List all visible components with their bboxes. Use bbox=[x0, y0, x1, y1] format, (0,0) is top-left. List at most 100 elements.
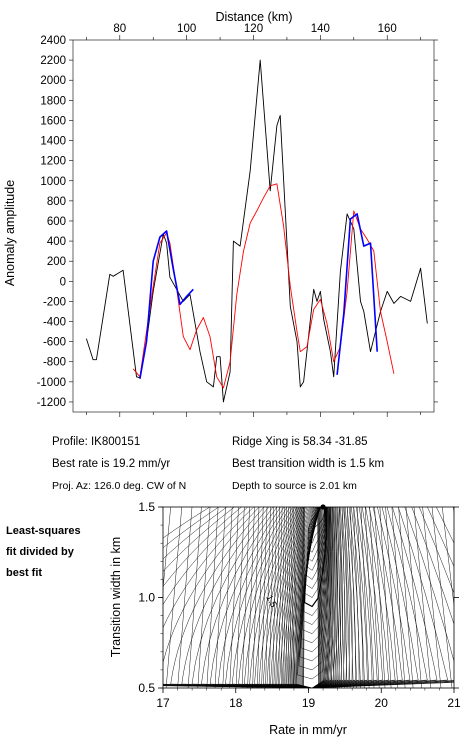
contour-line bbox=[163, 507, 454, 688]
x-tick-label: 21 bbox=[447, 696, 461, 710]
y-tick-label: 1800 bbox=[40, 95, 66, 107]
contour-line bbox=[163, 507, 448, 688]
x-tick-label: 20 bbox=[375, 696, 389, 710]
contour-line bbox=[364, 507, 375, 688]
contour-line bbox=[273, 507, 343, 688]
contour-line bbox=[268, 507, 275, 688]
contour-line bbox=[318, 507, 321, 688]
contour-line bbox=[201, 507, 396, 688]
y-tick-label: 2400 bbox=[40, 35, 66, 47]
y-axis-title: Anomaly amplitude bbox=[3, 180, 17, 286]
contour-line bbox=[405, 507, 422, 688]
depth-label: Depth to source is 2.01 km bbox=[232, 480, 357, 492]
contour-line bbox=[286, 507, 336, 688]
contour-line bbox=[353, 507, 361, 688]
contour-line bbox=[317, 507, 320, 688]
x-tick-label: 17 bbox=[156, 696, 170, 710]
contour-line bbox=[261, 507, 268, 688]
contour-line bbox=[300, 507, 329, 653]
contour-line bbox=[252, 507, 260, 688]
proj-azimuth-label: Proj. Az: 126.0 deg. CW of N bbox=[52, 480, 187, 492]
anomaly-profile-chart: -1200 -1000 -800 -600 -400 -200 0 200 400 600 800 1… bbox=[3, 10, 438, 417]
contour-line bbox=[225, 507, 378, 688]
y-tick-label: -800 bbox=[43, 357, 66, 369]
contour-line bbox=[292, 507, 296, 688]
contour-line bbox=[281, 507, 339, 688]
contour-line bbox=[441, 507, 454, 608]
top-axes: -1200 -1000 -800 -600 -400 -200 0 200 400 600 800 1… bbox=[37, 23, 438, 417]
x-tick-label: 80 bbox=[113, 23, 126, 35]
contour-line bbox=[317, 507, 319, 688]
contour-line bbox=[163, 507, 454, 688]
x-tick-label: 18 bbox=[229, 696, 243, 710]
x-tick-label: 140 bbox=[311, 23, 330, 35]
contour-line bbox=[163, 507, 171, 592]
contour-line bbox=[422, 507, 442, 688]
contour-line bbox=[322, 507, 325, 688]
side-label-line2: fit divided by bbox=[6, 546, 74, 558]
contour-line bbox=[307, 507, 326, 553]
contour-line bbox=[275, 507, 280, 688]
best-width-label: Best transition width is 1.5 km bbox=[232, 458, 385, 470]
contour-line bbox=[323, 507, 326, 688]
best-rate-label: Best rate is 19.2 mm/yr bbox=[52, 458, 171, 470]
contour-line bbox=[305, 507, 327, 589]
x-tick-label: 160 bbox=[378, 23, 397, 35]
contour-line bbox=[217, 507, 383, 688]
contour-line bbox=[140, 507, 158, 688]
contour-line bbox=[272, 507, 278, 688]
contour-line bbox=[206, 507, 219, 688]
contour-line bbox=[278, 507, 283, 688]
contour-line bbox=[244, 507, 364, 688]
contour-line bbox=[249, 507, 360, 688]
contour-line bbox=[279, 507, 340, 688]
contour-line bbox=[285, 507, 289, 688]
contour-line bbox=[307, 507, 325, 536]
contour-line bbox=[254, 507, 356, 688]
contour-line bbox=[303, 507, 327, 608]
contour-line bbox=[331, 507, 336, 688]
x-axis-title-bottom: Rate in mm/yr bbox=[269, 723, 347, 737]
y-tick-label: -200 bbox=[43, 296, 66, 308]
contour-line bbox=[170, 507, 419, 688]
y-tick-label: -400 bbox=[43, 317, 66, 329]
contour-line bbox=[303, 507, 305, 688]
contour-line bbox=[291, 507, 294, 688]
contour-line bbox=[301, 507, 304, 688]
y-tick-label: 2200 bbox=[40, 55, 66, 67]
contour-line bbox=[308, 507, 325, 536]
contour-line bbox=[339, 507, 345, 688]
contour-line bbox=[177, 507, 193, 688]
contour-line bbox=[379, 507, 392, 688]
contour-line bbox=[262, 507, 350, 688]
contour-line bbox=[165, 507, 183, 688]
contour-line bbox=[258, 507, 353, 688]
contour-line bbox=[163, 507, 454, 688]
y-tick-label: 2000 bbox=[40, 75, 66, 87]
contour-line bbox=[110, 507, 132, 688]
contour-line bbox=[302, 507, 305, 688]
contour-line bbox=[163, 507, 438, 688]
y-tick-label: 400 bbox=[47, 236, 66, 248]
contour-line bbox=[238, 507, 368, 688]
y-tick-label: 200 bbox=[47, 256, 66, 268]
contour-line bbox=[280, 507, 285, 688]
contour-line bbox=[453, 507, 454, 515]
top-series bbox=[85, 59, 428, 403]
contour-line bbox=[326, 507, 330, 688]
contour-line bbox=[197, 507, 211, 688]
contour-line bbox=[187, 507, 202, 688]
contour-line bbox=[306, 507, 326, 562]
contour-line bbox=[341, 507, 348, 688]
contour-line bbox=[163, 507, 454, 688]
profile-label: Profile: IK800151 bbox=[52, 436, 141, 448]
contour-line bbox=[319, 507, 322, 688]
side-label-line3: best fit bbox=[6, 567, 43, 579]
series-line-2 bbox=[139, 230, 194, 379]
contour-line bbox=[413, 507, 432, 688]
contour-line bbox=[328, 507, 333, 688]
contour-line bbox=[294, 507, 297, 688]
contour-line bbox=[431, 507, 453, 688]
contour-line bbox=[330, 507, 334, 688]
contour-line bbox=[325, 507, 328, 688]
